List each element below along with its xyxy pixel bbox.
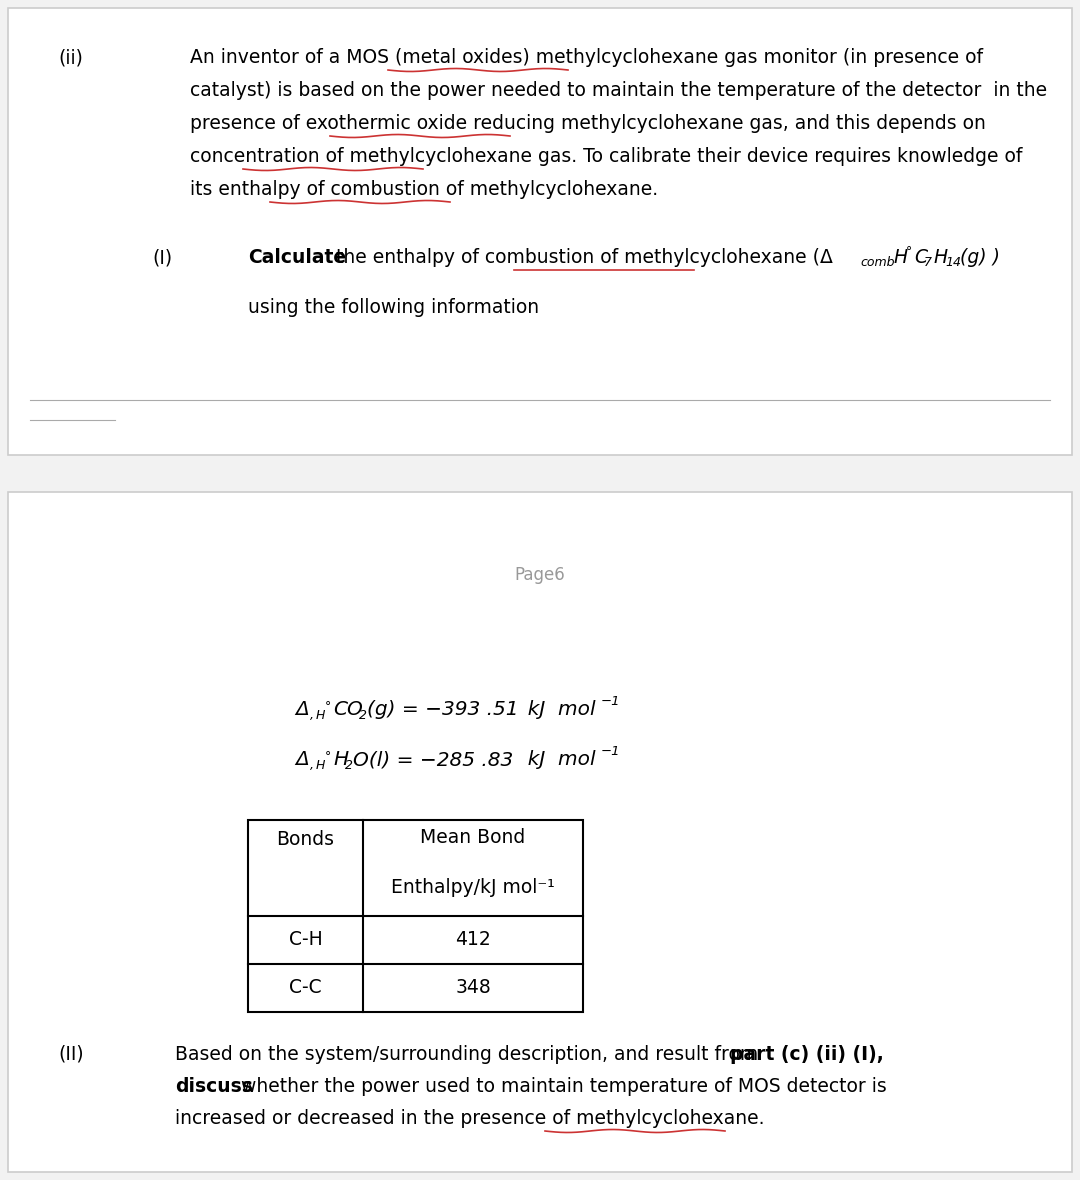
Text: whether the power used to maintain temperature of MOS detector is: whether the power used to maintain tempe… — [235, 1077, 887, 1096]
Text: 2: 2 — [359, 709, 367, 722]
Text: C: C — [914, 248, 927, 267]
Text: Enthalpy/kJ mol⁻¹: Enthalpy/kJ mol⁻¹ — [391, 878, 555, 897]
Text: part (c) (ii) (I),: part (c) (ii) (I), — [730, 1045, 883, 1064]
Text: °: ° — [325, 750, 332, 763]
Text: 412: 412 — [455, 930, 491, 949]
Text: Bonds: Bonds — [276, 830, 335, 848]
Bar — [248, 820, 583, 1012]
Text: (g) = −393 .51: (g) = −393 .51 — [367, 700, 518, 719]
Text: Page6: Page6 — [515, 566, 565, 584]
Text: C-C: C-C — [289, 978, 322, 997]
Text: (I): (I) — [152, 248, 172, 267]
Text: °: ° — [325, 700, 332, 713]
Text: °: ° — [906, 245, 913, 258]
Bar — [8, 8, 1072, 455]
Text: H: H — [316, 709, 325, 722]
Bar — [8, 492, 1072, 1172]
Text: H: H — [316, 759, 325, 772]
Text: kJ  mol: kJ mol — [515, 700, 596, 719]
Text: −1: −1 — [600, 695, 621, 708]
Text: kJ  mol: kJ mol — [515, 750, 596, 769]
Text: CO: CO — [333, 700, 363, 719]
Text: C-H: C-H — [288, 930, 322, 949]
Text: 7: 7 — [924, 256, 932, 269]
Text: increased or decreased in the presence of methylcyclohexane.: increased or decreased in the presence o… — [175, 1109, 765, 1128]
Text: Δ: Δ — [295, 700, 309, 719]
Text: 348: 348 — [455, 978, 491, 997]
Text: catalyst) is based on the power needed to maintain the temperature of the detect: catalyst) is based on the power needed t… — [190, 81, 1048, 100]
Text: An inventor of a MOS (metal oxides) methylcyclohexane gas monitor (in presence o: An inventor of a MOS (metal oxides) meth… — [190, 48, 983, 67]
Text: ,: , — [310, 759, 314, 772]
Text: Calculate: Calculate — [248, 248, 346, 267]
Text: comb: comb — [860, 256, 894, 269]
Text: presence of exothermic oxide reducing methylcyclohexane gas, and this depends on: presence of exothermic oxide reducing me… — [190, 114, 986, 133]
Text: the enthalpy of combustion of methylcyclohexane (Δ: the enthalpy of combustion of methylcycl… — [330, 248, 833, 267]
Text: Mean Bond: Mean Bond — [420, 828, 526, 847]
Text: H: H — [933, 248, 947, 267]
Text: (ii): (ii) — [58, 48, 83, 67]
Text: its enthalpy of combustion of methylcyclohexane.: its enthalpy of combustion of methylcycl… — [190, 181, 658, 199]
Text: −1: −1 — [600, 745, 621, 758]
Text: 14: 14 — [945, 256, 961, 269]
Text: Δ: Δ — [295, 750, 309, 769]
Text: H: H — [333, 750, 348, 769]
Text: (II): (II) — [58, 1045, 83, 1064]
Text: O(l) = −285 .83: O(l) = −285 .83 — [353, 750, 513, 769]
Text: H: H — [894, 248, 908, 267]
Text: using the following information: using the following information — [248, 299, 539, 317]
Text: 2: 2 — [345, 759, 353, 772]
Text: concentration of methylcyclohexane gas. To calibrate their device requires knowl: concentration of methylcyclohexane gas. … — [190, 148, 1023, 166]
Text: (g) ): (g) ) — [960, 248, 1000, 267]
Text: discuss: discuss — [175, 1077, 253, 1096]
Text: ,: , — [310, 709, 314, 722]
Text: Based on the system/surrounding description, and result from: Based on the system/surrounding descript… — [175, 1045, 765, 1064]
